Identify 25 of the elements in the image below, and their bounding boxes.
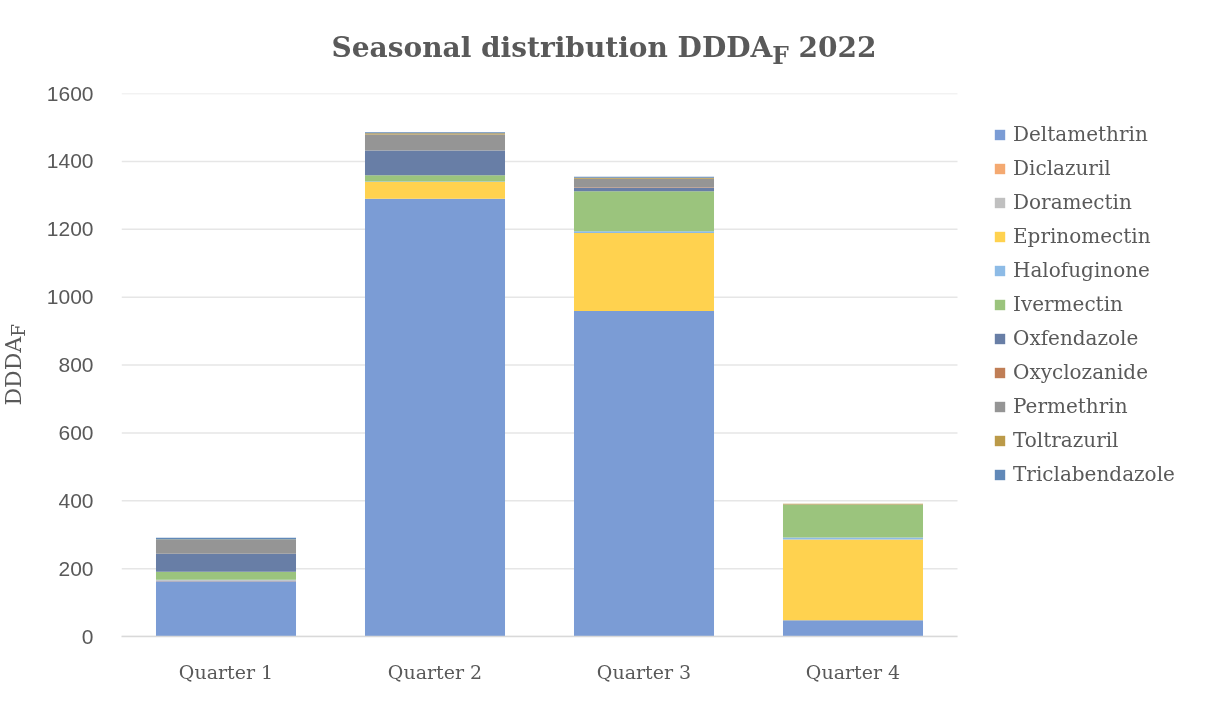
y-tick-label: 400: [58, 488, 94, 512]
legend-label: Doramectin: [1013, 190, 1132, 214]
legend-label: Deltamethrin: [1013, 122, 1148, 146]
y-tick-label: 1600: [46, 81, 94, 105]
x-tick-label: Quarter 4: [805, 660, 901, 683]
y-tick-label: 0: [81, 624, 94, 648]
legend-label: Toltrazuril: [1013, 428, 1119, 452]
y-tick-label: 1200: [46, 217, 94, 241]
y-tick-label: 600: [58, 420, 94, 444]
legend-label: Triclabendazole: [1013, 462, 1175, 486]
legend-label: Ivermectin: [1013, 292, 1123, 316]
legend-label: Eprinomectin: [1013, 224, 1151, 248]
y-tick-label: 200: [58, 556, 94, 580]
x-tick-label: Quarter 3: [596, 660, 692, 683]
legend-label: Diclazuril: [1013, 156, 1111, 180]
x-tick-label: Quarter 2: [387, 660, 483, 683]
y-tick-label: 800: [58, 353, 94, 376]
legend-label: Halofuginone: [1013, 258, 1150, 282]
y-tick-label: 1000: [46, 285, 94, 309]
chart-title: Seasonal distribution DDDA$_{F}$ 2022: [330, 30, 878, 70]
x-tick-label: Quarter 1: [178, 660, 274, 683]
legend-label: Permethrin: [1013, 394, 1128, 418]
y-tick-label: 1400: [46, 149, 94, 173]
legend-label: Oxfendazole: [1013, 326, 1139, 350]
legend-label: Oxyclozanide: [1013, 360, 1148, 384]
